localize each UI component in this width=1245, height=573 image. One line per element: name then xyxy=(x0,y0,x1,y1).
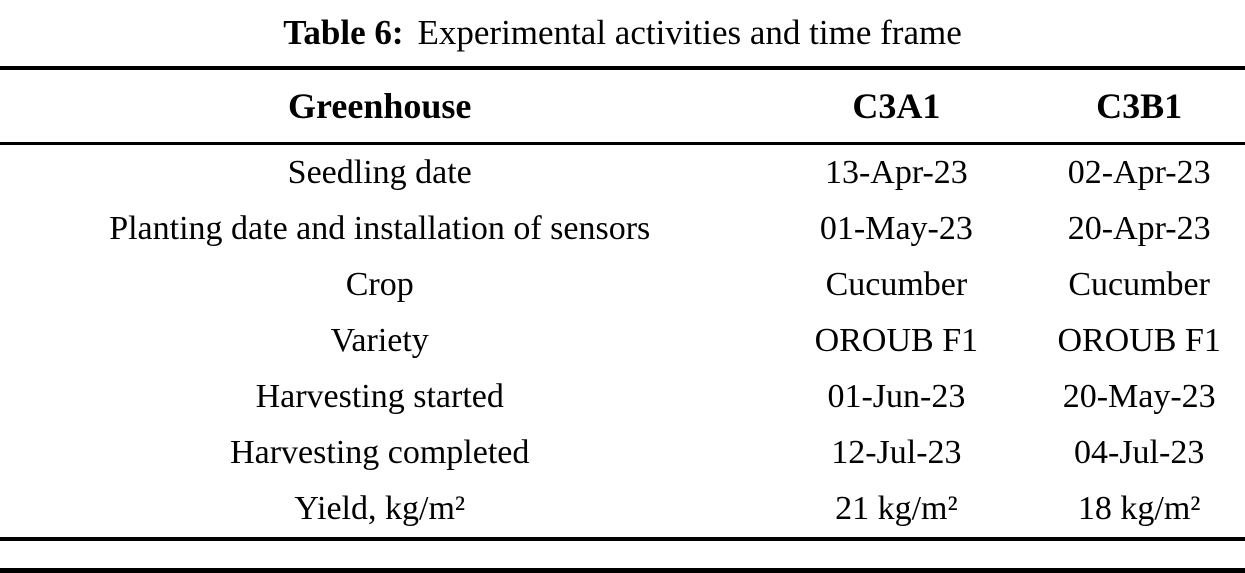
value-cell-c3b1: 20-May-23 xyxy=(1062,378,1216,415)
table-row: Harvesting started 01-Jun-23 20-May-23 xyxy=(0,369,1245,425)
row-label-cell: Yield, kg/m² xyxy=(294,490,466,527)
table-row: Variety OROUB F1 OROUB F1 xyxy=(0,313,1245,369)
value-cell-c3a1: 21 kg/m² xyxy=(835,490,958,527)
value-cell-c3b1: OROUB F1 xyxy=(1057,322,1221,359)
value-cell-c3b1: 20-Apr-23 xyxy=(1067,210,1211,247)
header-greenhouse: Greenhouse xyxy=(0,68,760,145)
bottom-page-rule xyxy=(0,568,1245,573)
row-label-cell: Variety xyxy=(330,322,429,359)
value-cell-c3a1: 12-Jul-23 xyxy=(831,434,962,471)
row-label-cell: Harvesting completed xyxy=(230,434,530,471)
header-c3b1: C3B1 xyxy=(1033,68,1245,145)
row-label-cell: Crop xyxy=(345,266,414,303)
value-cell-c3b1: Cucumber xyxy=(1068,266,1210,303)
header-c3a1: C3A1 xyxy=(759,68,1034,145)
header-row: Greenhouse C3A1 C3B1 xyxy=(0,68,1245,145)
table-row: Planting date and installation of sensor… xyxy=(0,201,1245,257)
value-cell-c3a1: Cucumber xyxy=(825,266,968,303)
table-row: Harvesting completed 12-Jul-23 04-Jul-23 xyxy=(0,425,1245,481)
value-cell-c3a1: OROUB F1 xyxy=(814,322,979,359)
value-cell-c3b1: 02-Apr-23 xyxy=(1067,154,1211,191)
table-row: Seedling date 13-Apr-23 02-Apr-23 xyxy=(0,144,1245,202)
row-label-cell: Planting date and installation of sensor… xyxy=(109,210,651,247)
table-row: Crop Cucumber Cucumber xyxy=(0,257,1245,313)
table-caption-title: Experimental activities and time frame xyxy=(417,13,962,52)
row-label-cell: Harvesting started xyxy=(255,378,504,415)
row-label-cell: Seedling date xyxy=(287,154,472,191)
value-cell-c3a1: 01-Jun-23 xyxy=(827,378,966,415)
value-cell-c3a1: 01-May-23 xyxy=(819,210,973,247)
value-cell-c3b1: 18 kg/m² xyxy=(1077,490,1201,527)
table-caption-label: Table 6: xyxy=(283,13,404,52)
value-cell-c3a1: 13-Apr-23 xyxy=(824,154,968,191)
table-caption: Table 6: Experimental activities and time… xyxy=(0,0,1245,66)
value-cell-c3b1: 04-Jul-23 xyxy=(1074,434,1205,471)
table-row: Yield, kg/m² 21 kg/m² 18 kg/m² xyxy=(0,481,1245,539)
experiment-table: Greenhouse C3A1 C3B1 Seedling date 13-Ap… xyxy=(0,66,1245,541)
